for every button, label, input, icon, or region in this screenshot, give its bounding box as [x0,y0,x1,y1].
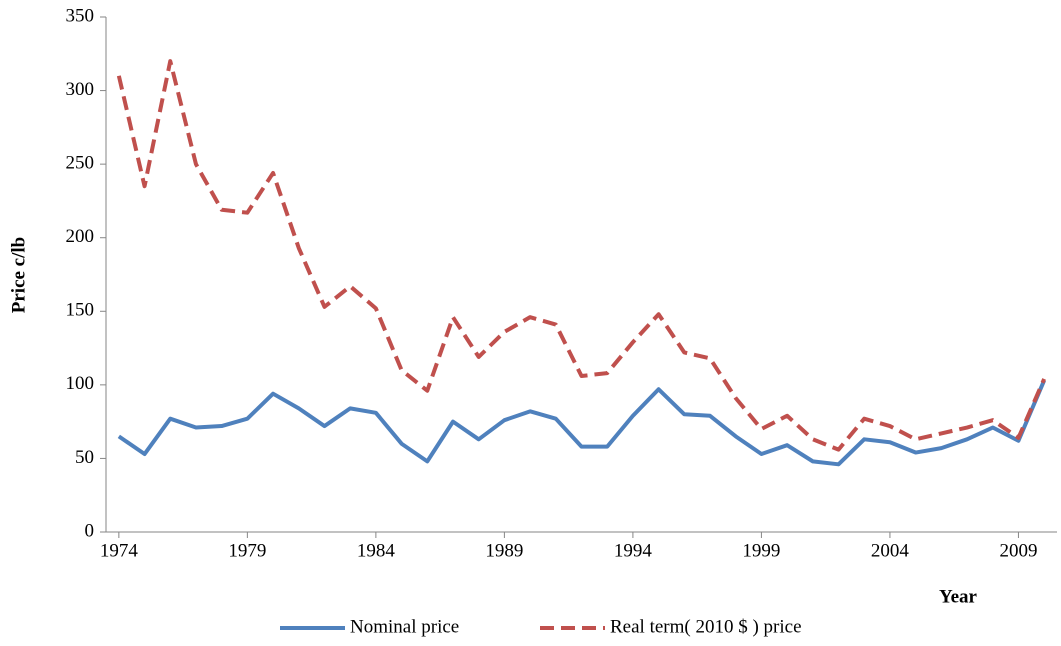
x-tick-label: 1984 [357,540,396,561]
y-tick-label: 350 [66,5,95,26]
x-axis-label: Year [939,586,978,607]
series-line [117,379,1046,467]
y-tick-label: 300 [66,79,95,100]
legend-label: Nominal price [350,616,459,637]
x-tick-label: 1989 [485,540,523,561]
x-tick-label: 1979 [228,540,266,561]
y-tick-label: 0 [85,520,95,541]
x-tick-label: 2009 [999,540,1037,561]
y-tick-label: 100 [66,373,95,394]
x-tick-label: 1999 [742,540,780,561]
series-line [116,59,1046,452]
y-tick-label: 50 [75,447,94,468]
y-axis-label: Price c/lb [8,237,29,314]
legend-label: Real term( 2010 $ ) price [610,616,802,637]
x-tick-label: 2004 [871,540,910,561]
y-tick-label: 150 [66,300,95,321]
x-tick-label: 1974 [100,540,139,561]
y-tick-label: 250 [66,153,95,174]
x-tick-label: 1994 [614,540,653,561]
y-tick-label: 200 [66,226,95,247]
